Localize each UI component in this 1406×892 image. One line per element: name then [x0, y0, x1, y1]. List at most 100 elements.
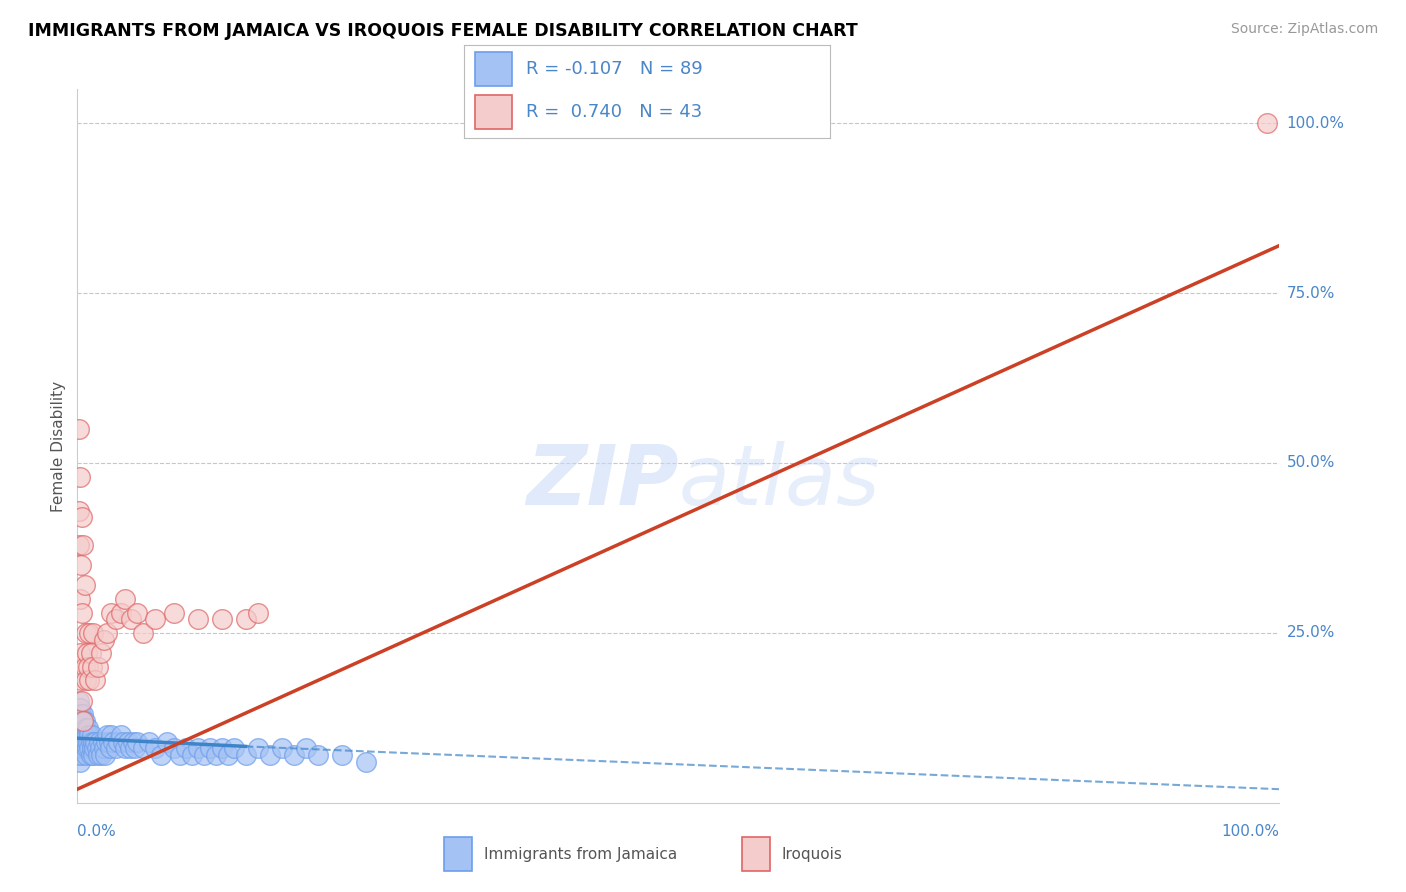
Text: Iroquois: Iroquois	[782, 847, 842, 862]
Point	[70, 606, 93, 620]
Point	[83, 741, 105, 756]
Point	[70, 673, 93, 688]
Point	[70, 748, 93, 763]
Point	[75, 721, 97, 735]
Point	[82, 748, 104, 763]
Point	[79, 673, 101, 688]
Point	[127, 606, 149, 620]
Text: R =  0.740   N = 43: R = 0.740 N = 43	[526, 103, 703, 121]
Text: Source: ZipAtlas.com: Source: ZipAtlas.com	[1230, 22, 1378, 37]
Point	[198, 741, 221, 756]
Point	[98, 741, 121, 756]
Y-axis label: Female Disability: Female Disability	[51, 380, 66, 512]
Bar	[742, 837, 770, 871]
Point	[180, 748, 202, 763]
Point	[72, 734, 94, 748]
Point	[87, 734, 110, 748]
Point	[67, 721, 90, 735]
Point	[70, 721, 93, 735]
Point	[70, 694, 93, 708]
Point	[79, 748, 101, 763]
Point	[110, 606, 132, 620]
Point	[222, 741, 245, 756]
Point	[79, 626, 101, 640]
Point	[121, 734, 143, 748]
Point	[169, 748, 191, 763]
Point	[79, 646, 101, 660]
Point	[110, 728, 132, 742]
Point	[70, 741, 93, 756]
Point	[354, 755, 377, 769]
Point	[103, 734, 125, 748]
Point	[84, 734, 107, 748]
Text: Immigrants from Jamaica: Immigrants from Jamaica	[484, 847, 676, 862]
Point	[82, 626, 104, 640]
Point	[91, 734, 114, 748]
Point	[93, 741, 115, 756]
Point	[114, 741, 136, 756]
Point	[150, 748, 173, 763]
Point	[1256, 116, 1278, 130]
Point	[73, 728, 96, 742]
Point	[79, 728, 101, 742]
Point	[120, 741, 142, 756]
Bar	[444, 837, 472, 871]
Point	[67, 422, 90, 436]
Point	[69, 646, 91, 660]
Point	[235, 748, 257, 763]
Point	[70, 734, 93, 748]
Point	[193, 748, 215, 763]
Point	[124, 741, 146, 756]
Point	[107, 734, 129, 748]
Text: 50.0%: 50.0%	[1286, 456, 1334, 470]
Point	[67, 748, 90, 763]
Point	[100, 606, 122, 620]
Point	[211, 741, 233, 756]
Point	[294, 741, 316, 756]
Point	[283, 748, 305, 763]
Point	[67, 694, 90, 708]
Point	[75, 626, 97, 640]
Text: R = -0.107   N = 89: R = -0.107 N = 89	[526, 60, 703, 78]
Point	[80, 660, 103, 674]
Point	[70, 558, 93, 572]
Point	[69, 755, 91, 769]
Text: ZIP: ZIP	[526, 442, 679, 522]
Point	[132, 626, 155, 640]
Point	[94, 748, 117, 763]
Point	[145, 741, 167, 756]
Point	[100, 728, 122, 742]
Point	[162, 606, 184, 620]
Point	[76, 741, 98, 756]
Point	[246, 741, 269, 756]
Point	[156, 734, 179, 748]
Point	[307, 748, 329, 763]
Bar	[475, 95, 512, 129]
Point	[145, 612, 167, 626]
Point	[87, 660, 110, 674]
Point	[69, 700, 91, 714]
Point	[330, 748, 353, 763]
Point	[111, 734, 134, 748]
Point	[204, 748, 226, 763]
Point	[104, 612, 127, 626]
Text: 100.0%: 100.0%	[1222, 824, 1279, 838]
Point	[73, 660, 96, 674]
Point	[76, 728, 98, 742]
Point	[73, 741, 96, 756]
Point	[69, 591, 91, 606]
Point	[96, 626, 118, 640]
Point	[72, 537, 94, 551]
Point	[77, 660, 100, 674]
Point	[132, 741, 155, 756]
Point	[80, 728, 103, 742]
Point	[93, 632, 115, 647]
Point	[70, 728, 93, 742]
Point	[87, 748, 110, 763]
Point	[114, 591, 136, 606]
Point	[104, 741, 127, 756]
Point	[69, 714, 91, 729]
Point	[79, 734, 101, 748]
Point	[69, 741, 91, 756]
Point	[70, 510, 93, 524]
